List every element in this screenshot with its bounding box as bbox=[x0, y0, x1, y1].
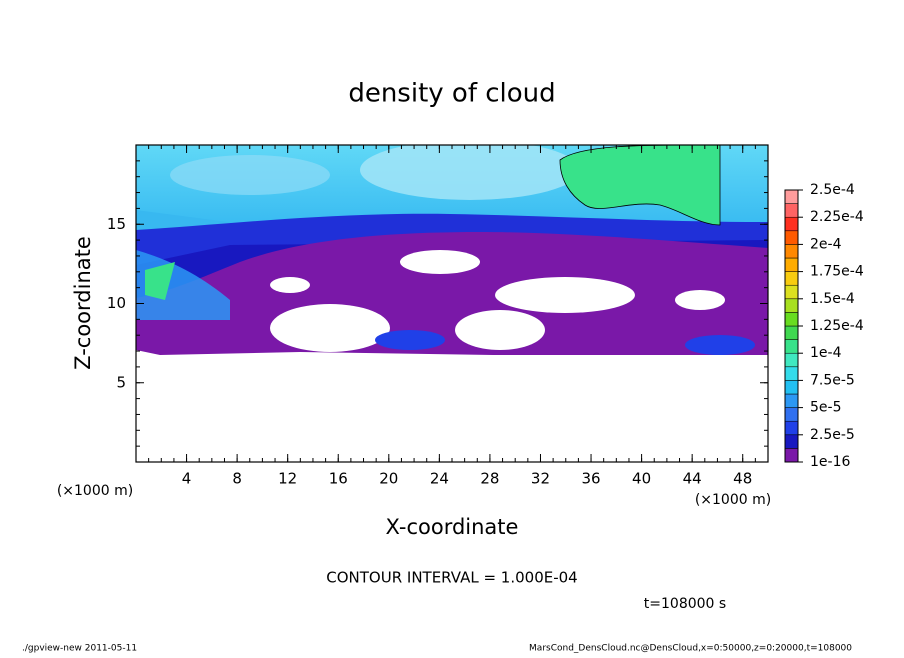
x-tick-label: 40 bbox=[632, 470, 651, 488]
x-tick-label: 48 bbox=[733, 470, 752, 488]
colorbar-box bbox=[784, 257, 799, 272]
y-tick-label: 5 bbox=[116, 373, 126, 391]
annotation: t=108000 s bbox=[644, 596, 726, 612]
colorbar-box bbox=[784, 312, 799, 327]
x-tick-label: 4 bbox=[182, 470, 192, 488]
colorbar-box bbox=[784, 448, 799, 463]
colorbar-box bbox=[784, 420, 799, 436]
colorbar-box bbox=[784, 284, 799, 300]
colorbar-box bbox=[784, 366, 799, 381]
y-axis-title: Z-coordinate bbox=[71, 236, 95, 370]
colorbar-tick-label: 2.25e-4 bbox=[810, 209, 864, 225]
x-tick-label: 32 bbox=[531, 470, 550, 488]
x-tick-label: 12 bbox=[278, 470, 297, 488]
contour-field bbox=[136, 145, 768, 462]
annotation: CONTOUR INTERVAL = 1.000E-04 bbox=[326, 569, 577, 587]
colorbar-tick-label: 1.25e-4 bbox=[810, 318, 864, 334]
colorbar-tick-label: 2.5e-4 bbox=[810, 182, 855, 198]
colorbar-box bbox=[784, 216, 799, 232]
colorbar-tick-label: 1.75e-4 bbox=[810, 264, 864, 280]
colorbar-box bbox=[784, 339, 799, 354]
colorbar-box bbox=[784, 189, 799, 204]
x-tick-label: 36 bbox=[581, 470, 600, 488]
colorbar-box bbox=[784, 434, 799, 449]
x-tick-label: 44 bbox=[683, 470, 702, 488]
colorbar-box bbox=[784, 244, 799, 259]
colorbar-box bbox=[784, 325, 799, 340]
y-tick-label: 15 bbox=[107, 215, 126, 233]
x-tick-label: 8 bbox=[232, 470, 242, 488]
x-unit-label: (×1000 m) bbox=[695, 492, 771, 508]
colorbar-box bbox=[784, 271, 799, 286]
colorbar-tick-label: 2e-4 bbox=[810, 236, 842, 252]
colorbar-box bbox=[784, 380, 799, 395]
chart-title: density of cloud bbox=[348, 79, 555, 109]
colorbar-box bbox=[784, 203, 799, 218]
colorbar-tick-label: 7.5e-5 bbox=[810, 372, 855, 388]
colorbar-box bbox=[784, 352, 799, 368]
colorbar-box bbox=[784, 230, 799, 245]
colorbar-tick-label: 1e-4 bbox=[810, 345, 842, 361]
x-tick-label: 28 bbox=[480, 470, 499, 488]
x-unit-label: (×1000 m) bbox=[57, 483, 133, 499]
x-tick-label: 20 bbox=[379, 470, 398, 488]
x-tick-label: 16 bbox=[329, 470, 348, 488]
colorbar-tick-label: 2.5e-5 bbox=[810, 427, 855, 443]
footer: MarsCond_DensCloud.nc@DensCloud,x=0:5000… bbox=[529, 644, 852, 654]
colorbar-box bbox=[784, 298, 799, 313]
colorbar-box bbox=[784, 393, 799, 408]
x-tick-label: 24 bbox=[430, 470, 449, 488]
y-tick-label: 10 bbox=[107, 294, 126, 312]
colorbar-tick-label: 1e-16 bbox=[810, 454, 850, 470]
colorbar-tick-label: 5e-5 bbox=[810, 400, 841, 416]
x-axis-title: X-coordinate bbox=[386, 515, 519, 539]
colorbar-box bbox=[784, 407, 799, 422]
colorbar-tick-label: 1.5e-4 bbox=[810, 291, 855, 307]
footer: ./gpview-new 2011-05-11 bbox=[22, 644, 137, 654]
